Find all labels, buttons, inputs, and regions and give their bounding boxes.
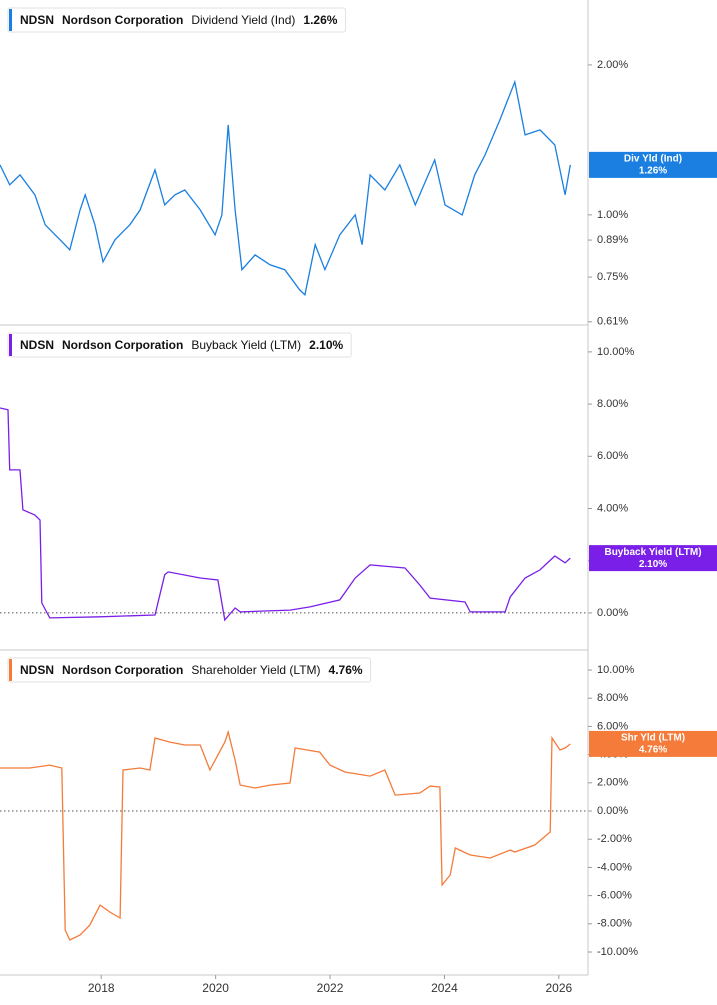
y-tick-label: 6.00%	[597, 720, 628, 732]
y-tick-label: 8.00%	[597, 398, 628, 410]
badge-name: Buyback Yield (LTM)	[604, 547, 701, 558]
legend-swatch	[9, 9, 12, 31]
legend-text: Shareholder Yield (LTM)	[191, 663, 320, 677]
y-tick-label: 0.89%	[597, 234, 628, 246]
badge-value: 1.26%	[639, 166, 667, 177]
y-tick-label: 6.00%	[597, 450, 628, 462]
y-tick-label: 10.00%	[597, 346, 635, 358]
legend-text: NDSN	[20, 663, 54, 677]
y-tick-label: -6.00%	[597, 890, 632, 902]
value-badge	[589, 730, 717, 757]
badge-value: 2.10%	[639, 559, 667, 570]
legend: NDSN Nordson Corporation Shareholder Yield…	[7, 657, 372, 683]
x-tick-label: 2026	[545, 981, 572, 995]
y-tick-label: 0.00%	[597, 607, 628, 619]
legend-box	[7, 657, 372, 683]
legend-box	[7, 332, 352, 358]
y-tick-label: 2.00%	[597, 59, 628, 71]
y-tick-label: 0.00%	[597, 805, 628, 817]
legend-text: Nordson Corporation	[62, 338, 183, 352]
legend-text: Nordson Corporation	[62, 663, 183, 677]
x-tick-label: 2024	[431, 981, 458, 995]
badge-name: Shr Yld (LTM)	[621, 733, 685, 744]
value-badge	[589, 545, 717, 572]
legend-text: Buyback Yield (LTM)	[191, 338, 301, 352]
legend-text: 2.10%	[309, 338, 343, 352]
badge-value: 4.76%	[639, 745, 667, 756]
badge-name: Div Yld (Ind)	[624, 154, 682, 165]
y-tick-label: -10.00%	[597, 946, 638, 958]
x-tick-label: 2022	[317, 981, 344, 995]
series-line	[0, 79, 571, 297]
legend-text: Dividend Yield (Ind)	[191, 13, 295, 27]
legend-text: 1.26%	[303, 13, 337, 27]
x-tick-label: 2018	[88, 981, 115, 995]
y-tick-label: 1.00%	[597, 209, 628, 221]
legend-text: NDSN	[20, 338, 54, 352]
legend-text: NDSN	[20, 13, 54, 27]
y-tick-label: 0.61%	[597, 316, 628, 328]
value-badge	[589, 151, 717, 178]
y-tick-label: 8.00%	[597, 692, 628, 704]
legend: NDSN Nordson Corporation Dividend Yield (I…	[7, 7, 346, 33]
y-tick-label: -2.00%	[597, 833, 632, 845]
y-tick-label: -4.00%	[597, 861, 632, 873]
legend-swatch	[9, 334, 12, 356]
series-line	[0, 407, 571, 622]
y-tick-label: 0.75%	[597, 271, 628, 283]
legend: NDSN Nordson Corporation Buyback Yield (LT…	[7, 332, 352, 358]
y-tick-label: 10.00%	[597, 664, 635, 676]
x-tick-label: 2020	[202, 981, 229, 995]
legend-swatch	[9, 659, 12, 681]
y-tick-label: 2.00%	[597, 777, 628, 789]
legend-box	[7, 7, 346, 33]
legend-text: 4.76%	[329, 663, 363, 677]
series-line	[0, 729, 571, 941]
y-tick-label: -8.00%	[597, 918, 632, 930]
y-tick-label: 4.00%	[597, 502, 628, 514]
legend-text: Nordson Corporation	[62, 13, 183, 27]
